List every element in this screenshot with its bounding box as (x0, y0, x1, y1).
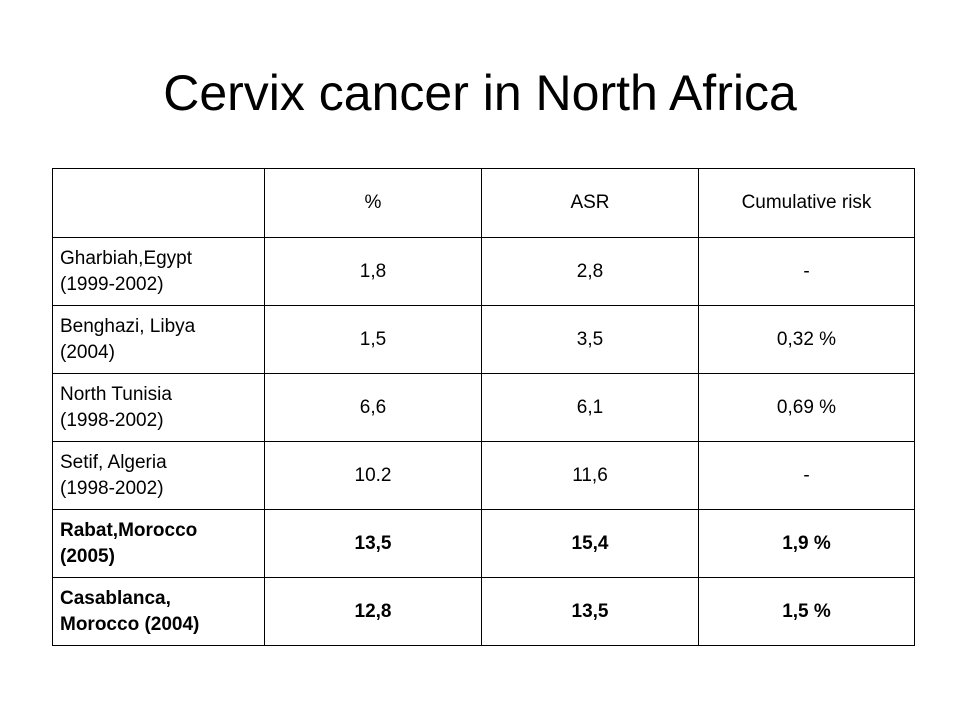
cumulative-risk-cell: 1,5 % (698, 577, 915, 646)
header-cell-cumulative-risk: Cumulative risk (698, 168, 915, 238)
row-label-cell: North Tunisia (1998-2002) (52, 373, 265, 442)
row-label-line1: North Tunisia (60, 383, 172, 405)
row-label-cell: Casablanca, Morocco (2004) (52, 577, 265, 646)
cumulative-risk-cell: 0,69 % (698, 373, 915, 442)
header-cell-percent: % (264, 168, 482, 238)
asr-cell: 2,8 (481, 237, 699, 306)
percent-cell: 6,6 (264, 373, 482, 442)
percent-cell: 10.2 (264, 441, 482, 510)
row-label-line2: Morocco (2004) (60, 613, 200, 635)
data-table: % ASR Cumulative risk Gharbiah,Egypt (199… (52, 168, 915, 646)
header-row: % ASR Cumulative risk (52, 168, 915, 238)
table-row: Gharbiah,Egypt (1999-2002) 1,8 2,8- (52, 237, 915, 306)
row-label-line2: (2005) (60, 545, 115, 567)
table-row: Rabat,Morocco (2005) 13,5 15,4 1,9 % (52, 509, 915, 578)
table-row: Setif, Algeria (1998-2002) 10.2 11,6- (52, 441, 915, 510)
cumulative-risk-cell: - (698, 441, 915, 510)
percent-cell: 13,5 (264, 509, 482, 578)
asr-cell: 3,5 (481, 305, 699, 374)
row-label-cell: Benghazi, Libya (2004) (52, 305, 265, 374)
row-label-line1: Rabat,Morocco (60, 519, 198, 541)
row-label-line1: Gharbiah,Egypt (60, 247, 193, 269)
row-label-line2: (1998-2002) (60, 409, 164, 431)
row-label-line2: (1999-2002) (60, 273, 164, 295)
row-label-cell: Gharbiah,Egypt (1999-2002) (52, 237, 265, 306)
table-row: Benghazi, Libya (2004) 1,5 3,5 0,32 % (52, 305, 915, 374)
cumulative-risk-cell: - (698, 237, 915, 306)
table-row: North Tunisia (1998-2002) 6,6 6,1 0,69 % (52, 373, 915, 442)
row-label-line1: Setif, Algeria (60, 451, 167, 473)
data-table-body: % ASR Cumulative risk Gharbiah,Egypt (199… (52, 168, 915, 646)
row-label-cell: Rabat,Morocco (2005) (52, 509, 265, 578)
row-label-line2: (2004) (60, 341, 115, 363)
cumulative-risk-cell: 0,32 % (698, 305, 915, 374)
row-label-cell: Setif, Algeria (1998-2002) (52, 441, 265, 510)
asr-cell: 15,4 (481, 509, 699, 578)
asr-cell: 6,1 (481, 373, 699, 442)
percent-cell: 12,8 (264, 577, 482, 646)
percent-cell: 1,8 (264, 237, 482, 306)
row-label-line2: (1998-2002) (60, 477, 164, 499)
percent-cell: 1,5 (264, 305, 482, 374)
asr-cell: 13,5 (481, 577, 699, 646)
header-cell-empty (52, 168, 265, 238)
asr-cell: 11,6 (481, 441, 699, 510)
slide-title: Cervix cancer in North Africa (163, 65, 797, 121)
header-cell-asr: ASR (481, 168, 699, 238)
row-label-line1: Benghazi, Libya (60, 315, 196, 337)
cumulative-risk-cell: 1,9 % (698, 509, 915, 578)
row-label-line1: Casablanca, (60, 587, 171, 609)
table-row: Casablanca, Morocco (2004) 12,8 13,5 1,5 % (52, 577, 915, 646)
